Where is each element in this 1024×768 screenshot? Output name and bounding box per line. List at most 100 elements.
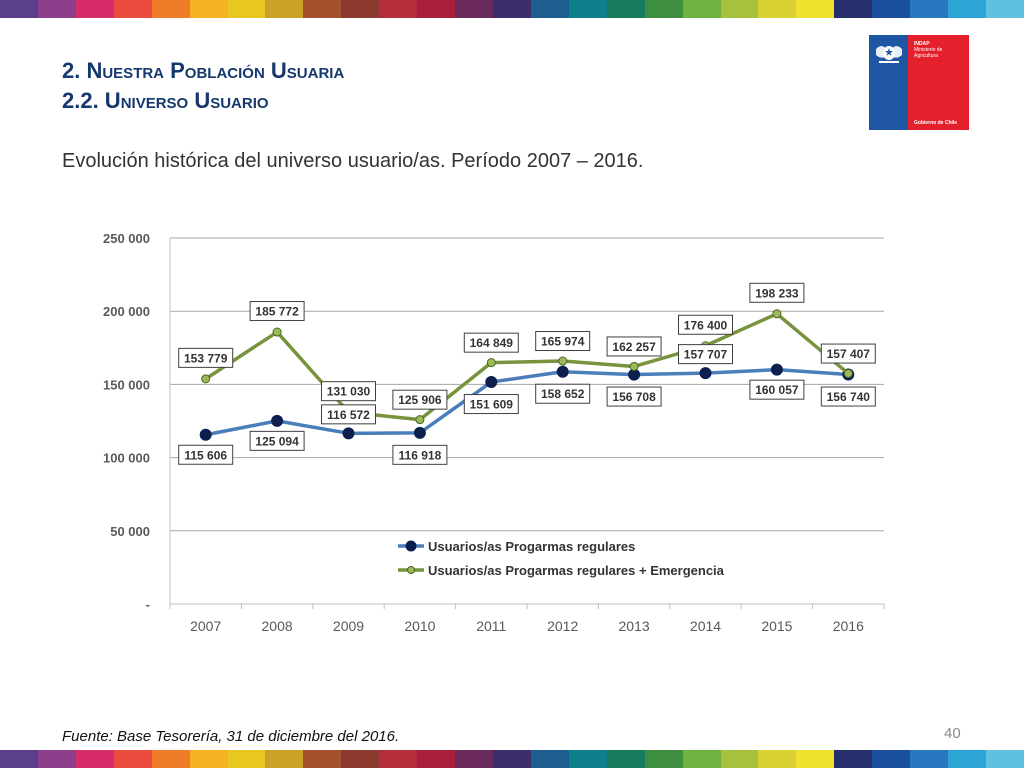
x-tick-label: 2014 bbox=[690, 618, 721, 634]
section-title: 2. Nuestra Población Usuaria bbox=[62, 58, 345, 83]
data-label: 151 609 bbox=[470, 398, 514, 412]
data-label-box bbox=[606, 386, 662, 407]
stripe-segment bbox=[189, 750, 228, 768]
logo-government: Gobierno de Chile bbox=[914, 120, 958, 126]
data-label: 185 772 bbox=[255, 305, 299, 319]
logo-org-name: INDAP bbox=[914, 41, 930, 47]
data-point bbox=[556, 365, 569, 378]
data-label-regular: 158 652 bbox=[535, 383, 591, 404]
stripe-segment bbox=[379, 750, 418, 768]
stripe-segment bbox=[37, 0, 76, 18]
legend-label: Usuarios/as Progarmas regulares + Emerge… bbox=[428, 563, 725, 578]
data-point bbox=[201, 374, 211, 384]
stripe-segment bbox=[568, 750, 607, 768]
stripe-segment bbox=[568, 0, 607, 18]
stripe-segment bbox=[530, 0, 569, 18]
stripe-segment bbox=[948, 750, 986, 768]
y-tick-label: - bbox=[146, 597, 150, 612]
data-label-box bbox=[678, 344, 733, 365]
data-point bbox=[271, 414, 284, 427]
stripe-segment bbox=[872, 750, 911, 768]
legend-marker bbox=[407, 566, 415, 574]
series-line-1 bbox=[205, 367, 849, 437]
coat-of-arms-icon bbox=[876, 46, 902, 63]
slide-heading: 2. Nuestra Población Usuaria 2.2. Univer… bbox=[62, 56, 344, 116]
y-tick-label: 50 000 bbox=[110, 524, 150, 539]
data-label-box bbox=[321, 404, 376, 425]
stripe-segment bbox=[644, 0, 683, 18]
stripe-segment bbox=[265, 750, 304, 768]
data-label: 198 233 bbox=[755, 286, 799, 300]
stripe-segment bbox=[379, 0, 418, 18]
data-label-emergency: 176 400 bbox=[678, 314, 733, 335]
stripe-segment bbox=[75, 750, 114, 768]
data-point bbox=[558, 356, 568, 366]
data-label-regular: 116 572 bbox=[321, 404, 376, 425]
stripe-segment bbox=[189, 0, 228, 18]
data-point bbox=[843, 369, 853, 379]
data-label-box bbox=[178, 347, 234, 368]
stripe-segment bbox=[113, 0, 152, 18]
stripe-segment bbox=[303, 750, 342, 768]
x-tick-label: 2015 bbox=[761, 618, 792, 634]
stripe-segment bbox=[796, 0, 835, 18]
y-tick-label: 100 000 bbox=[103, 451, 150, 466]
stripe-segment bbox=[872, 0, 911, 18]
data-label-box bbox=[178, 444, 234, 465]
page-number: 40 bbox=[944, 725, 961, 742]
stripe-segment bbox=[75, 0, 114, 18]
x-tick-label: 2008 bbox=[262, 618, 293, 634]
stripe-segment bbox=[303, 0, 342, 18]
stripe-segment bbox=[910, 750, 949, 768]
stripe-segment bbox=[985, 0, 1024, 18]
stripe-segment bbox=[606, 0, 645, 18]
legend-label: Usuarios/as Progarmas regulares bbox=[428, 539, 635, 554]
legend-marker bbox=[405, 540, 417, 552]
bottom-color-stripe bbox=[0, 750, 1024, 768]
stripe-segment bbox=[758, 0, 797, 18]
data-point bbox=[413, 426, 426, 439]
data-point bbox=[342, 427, 355, 440]
stripe-segment bbox=[417, 0, 456, 18]
data-label-emergency: 185 772 bbox=[249, 301, 305, 322]
data-point bbox=[772, 309, 782, 319]
data-label-regular: 160 057 bbox=[749, 379, 805, 400]
data-label-box bbox=[249, 301, 305, 322]
stripe-segment bbox=[455, 0, 493, 18]
source-note: Fuente: Base Tesorería, 31 de diciembre … bbox=[62, 728, 400, 745]
data-point bbox=[415, 415, 425, 425]
logo-ministry: Ministerio de Agricultura bbox=[914, 47, 943, 59]
data-label: 157 707 bbox=[684, 348, 728, 362]
x-tick-label: 2011 bbox=[476, 618, 506, 634]
stripe-segment bbox=[492, 0, 531, 18]
data-label: 125 094 bbox=[255, 434, 299, 448]
stripe-segment bbox=[37, 750, 76, 768]
stripe-segment bbox=[341, 0, 380, 18]
y-tick-label: 250 000 bbox=[103, 231, 150, 246]
x-tick-label: 2010 bbox=[404, 618, 435, 634]
data-label-regular: 157 707 bbox=[678, 344, 733, 365]
chart-subtitle: Evolución histórica del universo usuario… bbox=[62, 150, 644, 172]
stripe-segment bbox=[492, 750, 531, 768]
data-label-box bbox=[820, 386, 876, 407]
stripe-segment bbox=[0, 750, 38, 768]
data-label-regular: 115 606 bbox=[178, 444, 234, 465]
stripe-segment bbox=[151, 0, 190, 18]
stripe-segment bbox=[113, 750, 152, 768]
stripe-segment bbox=[720, 750, 759, 768]
stripe-segment bbox=[948, 0, 986, 18]
data-label: 164 849 bbox=[470, 336, 514, 350]
x-tick-label: 2016 bbox=[833, 618, 864, 634]
data-label-box bbox=[535, 331, 591, 352]
data-label-box bbox=[749, 379, 805, 400]
data-label-emergency: 165 974 bbox=[535, 331, 591, 352]
data-point bbox=[486, 358, 496, 368]
data-label: 160 057 bbox=[755, 383, 799, 397]
indap-logo: INDAP Ministerio de Agricultura Gobierno… bbox=[869, 35, 969, 130]
data-label: 116 572 bbox=[327, 408, 370, 422]
data-label: 131 030 bbox=[327, 385, 371, 399]
x-tick-label: 2012 bbox=[547, 618, 578, 634]
data-label-regular: 151 609 bbox=[463, 394, 519, 415]
data-label: 158 652 bbox=[541, 387, 585, 401]
x-tick-label: 2013 bbox=[619, 618, 650, 634]
